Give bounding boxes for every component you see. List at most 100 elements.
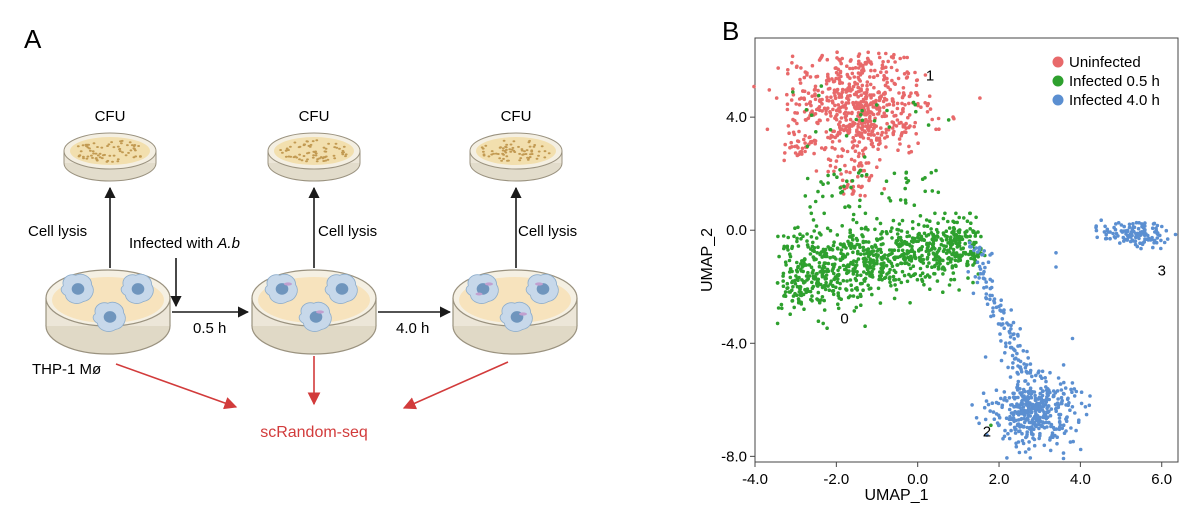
point-uninfected [835, 50, 839, 54]
point-infected-05 [924, 218, 929, 222]
colony-dot [121, 151, 124, 154]
point-infected-05 [776, 306, 781, 310]
point-infected-05 [895, 263, 899, 267]
point-infected-05 [964, 234, 968, 239]
point-infected-05 [832, 277, 836, 281]
point-infected-05 [947, 226, 952, 230]
point-infected-05 [927, 249, 931, 253]
point-infected-05 [809, 235, 814, 239]
point-uninfected [795, 121, 799, 126]
point-infected-05 [972, 229, 976, 234]
point-infected-05 [816, 277, 821, 282]
y-axis-label: UMAP_2 [699, 228, 716, 292]
point-infected-40 [1054, 265, 1058, 269]
point-uninfected [832, 79, 837, 83]
point-infected-40 [1133, 239, 1138, 243]
point-infected-05 [870, 292, 874, 297]
point-uninfected [856, 54, 861, 58]
point-uninfected [826, 72, 830, 77]
point-infected-40 [1121, 229, 1126, 233]
point-uninfected [812, 88, 817, 92]
colony-dot [518, 152, 521, 155]
point-infected-05 [835, 280, 840, 285]
point-uninfected [884, 145, 888, 149]
point-infected-05 [946, 248, 951, 253]
colony-dot [537, 150, 541, 153]
point-infected-40 [1006, 431, 1010, 436]
point-infected-05 [940, 238, 945, 243]
point-uninfected [797, 103, 802, 107]
point-infected-40 [973, 275, 978, 279]
colony-dot [519, 157, 523, 160]
point-uninfected [837, 78, 842, 82]
point-infected-05 [912, 236, 917, 241]
point-infected-05 [947, 255, 951, 260]
point-infected-05 [819, 298, 823, 302]
point-uninfected [864, 95, 869, 99]
point-uninfected [856, 125, 860, 129]
point-infected-05 [853, 265, 857, 270]
point-infected-05 [918, 214, 923, 218]
point-uninfected [892, 52, 896, 57]
colony-dot [129, 149, 133, 152]
point-infected-05 [796, 244, 801, 248]
point-infected-05 [902, 251, 906, 256]
point-uninfected [825, 95, 829, 100]
point-uninfected [881, 66, 886, 70]
point-infected-40 [1055, 441, 1059, 446]
cluster-label-3: 3 [1158, 262, 1166, 279]
colony-dot [344, 155, 347, 158]
colony-dot [137, 145, 140, 147]
point-uninfected [794, 65, 799, 69]
point-infected-05 [854, 259, 859, 264]
point-infected-05 [788, 290, 792, 294]
point-infected-05 [870, 245, 875, 250]
point-uninfected [824, 78, 829, 83]
point-uninfected [806, 91, 811, 95]
point-infected-05 [971, 253, 976, 257]
point-uninfected [925, 110, 930, 114]
point-infected-40 [1024, 410, 1029, 414]
point-infected-05 [842, 184, 846, 189]
point-uninfected [928, 107, 933, 111]
point-infected-05 [845, 252, 850, 256]
point-infected-05 [918, 273, 923, 278]
colony-dot [504, 151, 508, 154]
point-infected-05 [861, 245, 866, 250]
point-infected-05 [949, 277, 953, 282]
point-infected-05 [826, 173, 830, 178]
point-infected-05 [918, 266, 923, 271]
point-infected-40 [988, 297, 992, 302]
point-infected-40 [999, 298, 1003, 303]
point-infected-05 [846, 239, 850, 244]
colony-dot [107, 143, 111, 146]
point-uninfected [897, 137, 902, 141]
chart-axes: -4.0 -2.0 0.0 2.0 4.0 6.0 4.0 0.0 -4.0 -8.0 UMAP_1… [699, 109, 1172, 504]
point-uninfected [906, 115, 910, 120]
point-infected-40 [1084, 412, 1089, 417]
point-infected-40 [1122, 224, 1126, 229]
point-infected-40 [1128, 239, 1133, 244]
point-infected-05 [942, 247, 947, 252]
point-uninfected [841, 123, 846, 128]
point-uninfected [903, 103, 907, 107]
x-tick-label: -4.0 [742, 471, 768, 488]
point-infected-40 [1029, 395, 1034, 400]
colony-dot [517, 145, 520, 148]
point-infected-40 [1002, 390, 1007, 394]
point-infected-05 [950, 242, 955, 246]
point-infected-05 [866, 228, 870, 232]
point-uninfected [828, 163, 833, 168]
point-infected-05 [818, 252, 822, 257]
point-infected-05 [936, 190, 941, 195]
point-infected-05 [947, 283, 952, 287]
point-uninfected [791, 93, 796, 97]
colony-dot [298, 153, 301, 156]
point-infected-05 [847, 205, 852, 209]
point-infected-40 [1007, 341, 1012, 345]
cluster-labels: 0 1 2 3 [840, 67, 1166, 440]
point-infected-05 [810, 280, 814, 285]
point-uninfected [889, 65, 894, 70]
point-infected-05 [859, 273, 863, 278]
point-infected-05 [797, 290, 802, 294]
